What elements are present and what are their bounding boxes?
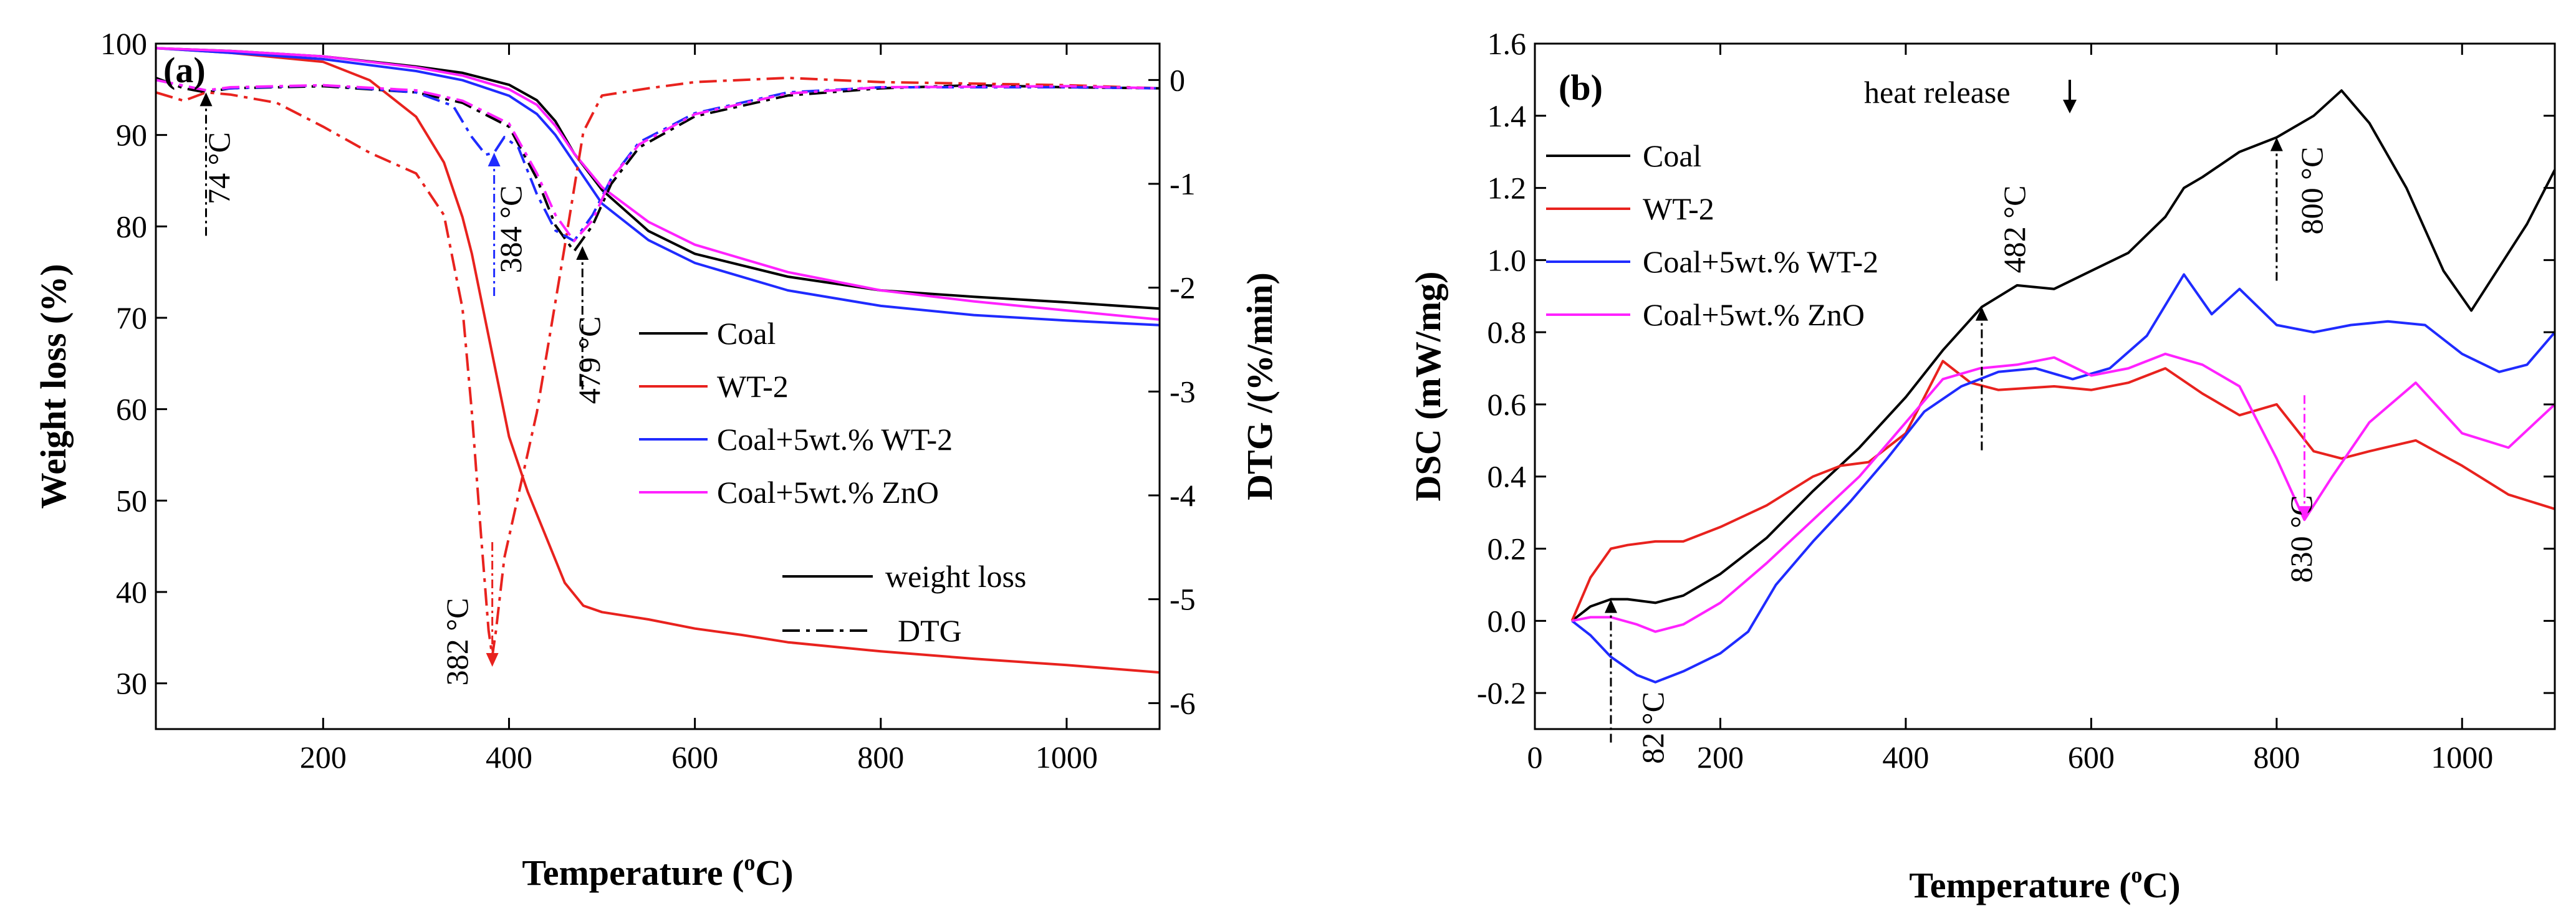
legend-b-label-coal-zno: Coal+5wt.% ZnO bbox=[1643, 297, 1865, 332]
legend-b-label-coal: Coal bbox=[1643, 138, 1701, 173]
x-tick-label: 400 bbox=[486, 740, 532, 775]
annotation-arrowhead-482-c bbox=[1975, 307, 1988, 321]
series-coal-5wt-zno bbox=[155, 47, 1160, 321]
y-tick-label: 80 bbox=[116, 209, 147, 244]
y2-tick-label: -1 bbox=[1170, 166, 1196, 201]
panel-b-curves bbox=[1570, 89, 2556, 684]
y-tick-label: 100 bbox=[100, 26, 147, 61]
x-tick-label: 600 bbox=[2068, 740, 2115, 775]
legend-label-wt2: WT-2 bbox=[717, 369, 789, 404]
y-tick-label: 0.4 bbox=[1487, 459, 1527, 494]
annotation-482c: 482 °C bbox=[1997, 186, 2032, 274]
y-tick-label: 0.6 bbox=[1487, 387, 1527, 422]
panel-a-legend: Coal WT-2 Coal+5wt.% WT-2 Coal+5wt.% ZnO… bbox=[639, 316, 1026, 648]
series-coal-5wt-zno-dtg bbox=[155, 79, 1160, 242]
panel-a-label: (a) bbox=[163, 50, 206, 90]
panel-a-x-ticks: 200 400 600 800 1000 bbox=[300, 44, 1098, 775]
panel-a-y-ticks: 30 40 50 60 70 80 90 100 bbox=[100, 26, 167, 701]
annotation-479c: 479 °C bbox=[572, 317, 607, 404]
y-tick-label: 0.8 bbox=[1487, 315, 1527, 350]
y-tick-label: -0.2 bbox=[1477, 675, 1526, 710]
y2-tick-label: -2 bbox=[1170, 270, 1196, 305]
series-coal bbox=[1571, 89, 2556, 622]
style-legend-weight-loss: weight loss bbox=[885, 559, 1026, 594]
series-coal-5wt-wt-2-dtg bbox=[155, 79, 1160, 242]
y-tick-label: 1.2 bbox=[1487, 171, 1527, 206]
panel-a-y2-axis-label: DTG /(%/min) bbox=[1239, 272, 1280, 500]
x-tick-label: 1000 bbox=[2431, 740, 2493, 775]
x-tick-label: 1000 bbox=[1036, 740, 1098, 775]
series-wt-2 bbox=[1570, 360, 2555, 622]
x-tick-label: 400 bbox=[1882, 740, 1929, 775]
annotation-arrowhead-479-c bbox=[576, 246, 589, 260]
panel-b-y-ticks: -0.2 0.0 0.2 0.4 0.6 0.8 1.0 1.2 1.4 1.6 bbox=[1477, 26, 2555, 710]
annotation-arrowhead-384-c bbox=[488, 153, 501, 166]
legend-b-label-coal-wt2: Coal+5wt.% WT-2 bbox=[1643, 244, 1878, 279]
panel-b-legend: Coal WT-2 Coal+5wt.% WT-2 Coal+5wt.% ZnO bbox=[1546, 138, 1878, 332]
series-coal-5wt-wt-2 bbox=[1571, 273, 2556, 684]
annotation-384c: 384 °C bbox=[493, 186, 528, 274]
y-tick-label: 30 bbox=[116, 666, 147, 701]
x-tick-label: 200 bbox=[300, 740, 347, 775]
panel-b-y-axis-label: DSC (mW/mg) bbox=[1408, 272, 1448, 502]
x-tick-label: 200 bbox=[1697, 740, 1744, 775]
y2-tick-label: -3 bbox=[1170, 374, 1196, 409]
y-tick-label: 90 bbox=[116, 118, 147, 153]
y2-tick-label: -5 bbox=[1170, 582, 1196, 617]
panel-a-chart: 200 400 600 800 1000 30 40 50 60 70 80 90 100 0 -1 -2… bbox=[33, 26, 1280, 893]
series-coal-5wt-zno bbox=[1572, 352, 2556, 633]
panel-b-x-ticks: 0 200 400 600 800 1000 bbox=[1527, 44, 2493, 775]
annotation-82c: 82 °C bbox=[1635, 692, 1670, 764]
panel-a-y-axis-label: Weight loss (%) bbox=[33, 264, 74, 508]
heat-release-arrow-icon bbox=[2063, 100, 2077, 113]
panel-a-y2-ticks: 0 -1 -2 -3 -4 -5 -6 bbox=[1148, 62, 1196, 720]
y-tick-label: 60 bbox=[116, 392, 147, 427]
x-tick-label: 800 bbox=[2253, 740, 2300, 775]
series-coal-5wt-wt-2 bbox=[155, 47, 1160, 327]
y-tick-label: 0.2 bbox=[1487, 532, 1527, 566]
legend-label-coal: Coal bbox=[717, 316, 776, 351]
y-tick-label: 50 bbox=[116, 483, 147, 518]
y-tick-label: 0.0 bbox=[1487, 603, 1527, 638]
annotation-arrowhead-800-c bbox=[2270, 137, 2283, 151]
annotation-74c: 74 °C bbox=[201, 132, 236, 204]
y-tick-label: 1.6 bbox=[1487, 26, 1527, 61]
legend-label-coal-zno: Coal+5wt.% ZnO bbox=[717, 475, 939, 510]
annotation-arrowhead-74-c bbox=[199, 92, 213, 107]
y2-tick-label: -4 bbox=[1170, 478, 1196, 513]
panel-b-annotations: 82 °C 482 °C 800 °C 830 °C bbox=[1604, 137, 2329, 764]
panel-b-x-axis-label: Temperature (oC) bbox=[1909, 862, 2180, 905]
y2-tick-label: 0 bbox=[1170, 62, 1185, 97]
y-tick-label: 1.0 bbox=[1487, 242, 1527, 277]
annotation-arrowhead-830-c bbox=[2298, 506, 2311, 520]
annotation-arrowhead-382-c bbox=[486, 653, 499, 667]
panel-a-plot-frame bbox=[155, 42, 1161, 730]
y-tick-label: 1.4 bbox=[1487, 98, 1527, 133]
x-tick-label: 600 bbox=[671, 740, 718, 775]
heat-release-label: heat release bbox=[1864, 75, 2011, 110]
legend-b-label-wt2: WT-2 bbox=[1643, 191, 1714, 226]
series-wt-2 bbox=[155, 47, 1160, 674]
y2-tick-label: -6 bbox=[1170, 685, 1196, 720]
x-tick-label: 800 bbox=[857, 740, 904, 775]
panel-b-chart: 0 200 400 600 800 1000 -0.2 0.0 0.2 0.4 0.6 0.8 1.0… bbox=[1408, 26, 2556, 905]
panel-a-annotations: 74 °C 384 °C 479 °C 382 °C bbox=[199, 92, 607, 686]
style-legend-dtg: DTG bbox=[898, 613, 962, 648]
panel-b-plot-frame bbox=[1534, 42, 2556, 730]
panel-a-x-axis-label: Temperature (oC) bbox=[522, 850, 793, 893]
x-tick-label: 0 bbox=[1527, 740, 1543, 775]
panel-b-label: (b) bbox=[1559, 67, 1603, 108]
legend-label-coal-wt2: Coal+5wt.% WT-2 bbox=[717, 422, 953, 457]
annotation-arrowhead-82-c bbox=[1604, 599, 1617, 613]
annotation-382c: 382 °C bbox=[440, 598, 474, 686]
annotation-800c: 800 °C bbox=[2294, 147, 2329, 235]
y-tick-label: 70 bbox=[116, 300, 147, 335]
y-tick-label: 40 bbox=[116, 575, 147, 609]
